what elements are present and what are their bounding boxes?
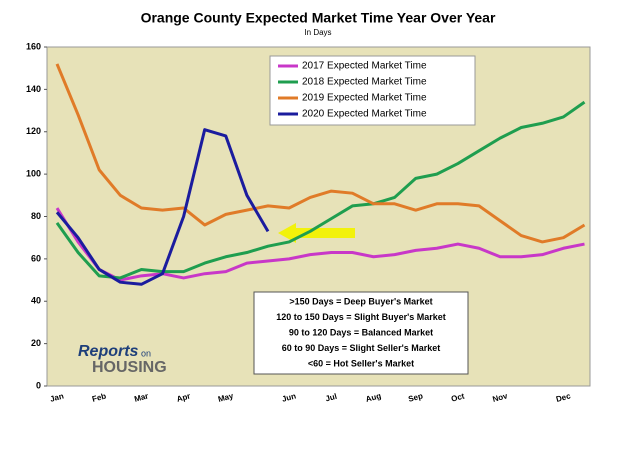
series-line <box>55 207 585 282</box>
annotation-line: 120 to 150 Days = Slight Buyer's Market <box>276 312 445 322</box>
watermark: on <box>141 348 151 358</box>
watermark: HOUSING <box>92 359 167 376</box>
x-tick-label: Jul <box>324 392 337 404</box>
y-tick-label: 160 <box>26 41 41 51</box>
x-tick-label: Mar <box>133 391 149 403</box>
y-tick-label: 60 <box>31 253 41 263</box>
legend <box>269 55 476 126</box>
legend-label: 2018 Expected Market Time <box>302 77 427 88</box>
series-line <box>55 100 586 280</box>
x-tick-label: Jun <box>281 391 297 403</box>
y-tick-label: 80 <box>31 211 41 221</box>
x-tick-label: Aug <box>365 391 382 404</box>
chart-subtitle: In Days <box>304 28 331 37</box>
x-tick-label: Apr <box>176 391 192 403</box>
x-tick-label: Jan <box>49 391 65 403</box>
series-line <box>55 128 270 286</box>
legend-label: 2020 Expected Market Time <box>302 109 427 120</box>
legend-label: 2019 Expected Market Time <box>302 93 427 104</box>
x-tick-label: Dec <box>555 391 572 404</box>
annotation-line: 90 to 120 Days = Balanced Market <box>289 327 433 337</box>
annotation-line: >150 Days = Deep Buyer's Market <box>289 296 432 306</box>
series-line <box>55 63 586 244</box>
watermark: Reports <box>78 343 139 360</box>
annotation-line: <60 = Hot Seller's Market <box>308 358 414 368</box>
annotation-line: 60 to 90 Days = Slight Seller's Market <box>282 343 440 353</box>
legend-label: 2017 Expected Market Time <box>302 61 427 72</box>
y-tick-label: 0 <box>36 380 41 390</box>
y-tick-label: 140 <box>26 84 41 94</box>
x-tick-label: May <box>217 391 235 404</box>
legend-table <box>253 291 469 375</box>
x-tick-label: Oct <box>450 391 466 403</box>
y-tick-label: 120 <box>26 126 41 136</box>
x-tick-label: Nov <box>492 391 509 404</box>
x-tick-label: Feb <box>91 391 107 403</box>
chart-title: Orange County Expected Market Time Year … <box>141 10 496 26</box>
y-tick-label: 40 <box>31 296 41 306</box>
y-tick-label: 100 <box>26 169 41 179</box>
y-tick-label: 20 <box>31 338 41 348</box>
x-tick-label: Sep <box>407 391 424 404</box>
